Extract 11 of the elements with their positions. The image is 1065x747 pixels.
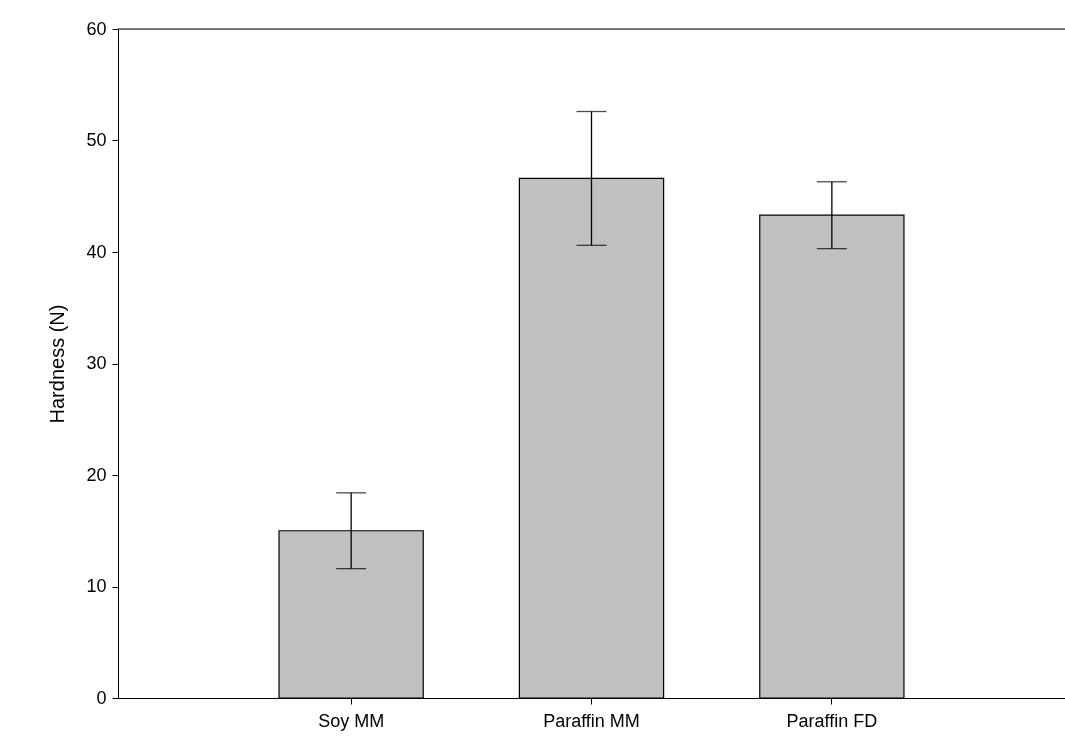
- x-tick-label: Paraffin FD: [786, 710, 878, 731]
- y-tick-label: 10: [86, 576, 107, 596]
- y-tick-label: 20: [86, 464, 107, 485]
- x-tick-label: Paraffin MM: [543, 710, 640, 731]
- y-tick-label: 40: [86, 241, 107, 262]
- x-tick-label: Soy MM: [318, 710, 385, 731]
- y-tick-label: 60: [86, 18, 107, 39]
- y-tick-label: 30: [86, 353, 107, 373]
- y-tick-label: 50: [86, 130, 107, 150]
- y-axis-title: Hardness (N): [46, 304, 69, 424]
- y-tick-label: 0: [96, 687, 107, 708]
